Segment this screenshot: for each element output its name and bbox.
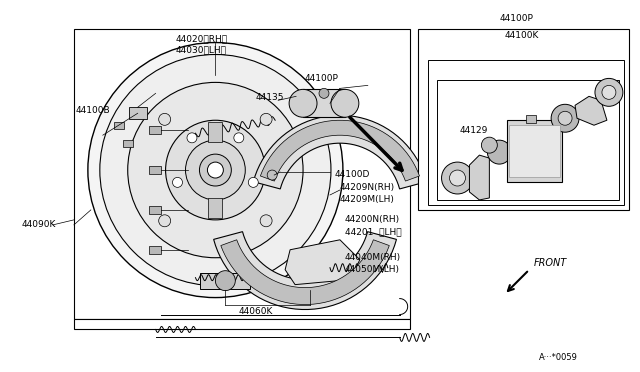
Bar [148, 246, 161, 254]
Text: 44020〈RH〉: 44020〈RH〉 [175, 34, 228, 43]
Circle shape [260, 215, 272, 227]
Circle shape [128, 82, 303, 258]
Circle shape [187, 133, 197, 143]
Text: 44030〈LH〉: 44030〈LH〉 [175, 45, 227, 54]
Polygon shape [575, 96, 607, 125]
Text: 44050M(LH): 44050M(LH) [345, 265, 400, 274]
Bar [200, 273, 250, 289]
Bar [418, 29, 629, 210]
Bar [148, 166, 161, 174]
Polygon shape [214, 232, 396, 310]
Text: 44129: 44129 [460, 126, 488, 135]
Circle shape [234, 133, 244, 143]
Circle shape [449, 170, 465, 186]
Text: 44201  〈LH〉: 44201 〈LH〉 [345, 227, 401, 236]
Circle shape [260, 113, 272, 125]
Text: 44100D: 44100D [335, 170, 371, 179]
Circle shape [159, 113, 171, 125]
Polygon shape [221, 240, 389, 305]
Circle shape [207, 162, 223, 178]
Circle shape [595, 78, 623, 106]
Circle shape [319, 89, 329, 98]
Circle shape [216, 271, 236, 291]
Text: 44090K: 44090K [21, 220, 56, 230]
Bar [123, 140, 132, 147]
Bar [508, 120, 562, 182]
Circle shape [558, 111, 572, 125]
Bar [209, 198, 222, 218]
Bar [148, 126, 161, 134]
Circle shape [173, 177, 182, 187]
Circle shape [331, 89, 359, 117]
Bar [148, 206, 161, 214]
Circle shape [267, 170, 277, 180]
Bar [114, 122, 124, 129]
Circle shape [159, 215, 171, 227]
Circle shape [186, 140, 245, 200]
Text: 44100P: 44100P [499, 14, 533, 23]
Text: 44209N(RH): 44209N(RH) [340, 183, 395, 192]
Circle shape [289, 89, 317, 117]
Circle shape [200, 154, 231, 186]
Text: A···*0059: A···*0059 [539, 353, 578, 362]
Polygon shape [469, 155, 490, 200]
Bar [509, 125, 560, 177]
Text: 44100B: 44100B [76, 106, 111, 115]
Circle shape [100, 54, 331, 286]
Text: 44209M(LH): 44209M(LH) [340, 195, 395, 205]
Circle shape [211, 205, 220, 215]
Text: 44200N(RH): 44200N(RH) [345, 215, 400, 224]
Text: 44100P: 44100P [305, 74, 339, 83]
Bar [209, 122, 222, 142]
Circle shape [551, 104, 579, 132]
Bar [74, 29, 410, 320]
Circle shape [602, 86, 616, 99]
Circle shape [481, 137, 497, 153]
Bar [428, 61, 624, 205]
Bar [129, 107, 147, 119]
Text: 44060K: 44060K [238, 307, 273, 316]
Bar [436, 80, 619, 200]
Polygon shape [285, 240, 360, 285]
Circle shape [488, 140, 511, 164]
Bar [74, 320, 410, 330]
Circle shape [166, 120, 265, 220]
Polygon shape [260, 120, 419, 181]
Circle shape [248, 177, 259, 187]
Text: 44040M(RH): 44040M(RH) [345, 253, 401, 262]
Bar [303, 89, 345, 117]
Text: 44135: 44135 [255, 93, 284, 102]
Circle shape [442, 162, 474, 194]
Polygon shape [253, 115, 426, 189]
Bar [526, 115, 536, 123]
Circle shape [88, 42, 343, 298]
Text: 44100K: 44100K [504, 31, 539, 40]
Text: FRONT: FRONT [534, 258, 568, 268]
